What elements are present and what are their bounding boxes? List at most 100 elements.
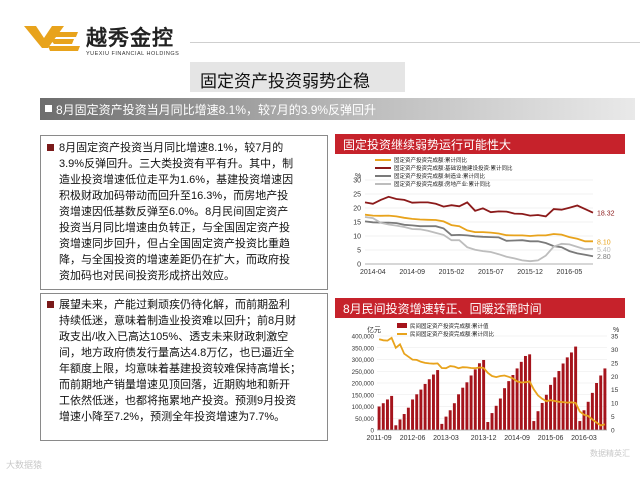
bar — [532, 421, 536, 430]
bar — [519, 361, 523, 430]
bar — [582, 410, 586, 430]
series-line-yoy — [378, 336, 606, 427]
x-tick-label: 2013-03 — [433, 435, 459, 442]
bar — [385, 399, 389, 430]
bar — [465, 382, 469, 430]
series-end-label: 18.32 — [597, 211, 615, 218]
y2-tick-label: 10 — [611, 401, 619, 408]
paragraph-line: 资增速同步回升，但占全国固定资产投资比重趋 — [59, 238, 290, 250]
paragraph-line: 3.9%反弹回升。三大类投资有平有升。其中，制 — [59, 158, 294, 170]
y-axis-unit: 亿元 — [367, 325, 381, 334]
y-tick-label: 25 — [353, 192, 361, 199]
series-line-1 — [364, 195, 594, 218]
bar — [603, 368, 607, 430]
page-title-box: 固定资产投资弱势企稳 — [190, 62, 405, 92]
paragraph-line: 增速小降至7.2%，预测全年投资增速为7.7%。 — [59, 411, 286, 423]
bar — [486, 422, 490, 430]
paragraph-2: 展望未来，产能过剩顽疾仍待化解，而前期盈利 持续低迷，意味着制造业投资难以回升；… — [47, 297, 301, 425]
bar — [406, 407, 410, 430]
bar — [461, 387, 465, 430]
bar — [574, 346, 578, 430]
bar — [477, 363, 481, 430]
brand-logo: 越秀金控 YUEXIU FINANCIAL HOLDINGS — [22, 22, 192, 62]
paragraph-line: 持续低迷，意味着制造业投资难以回升；前8月财 — [59, 315, 297, 327]
y-tick-label: 20 — [353, 206, 361, 213]
y-tick-label: 5 — [357, 248, 361, 255]
bar — [440, 423, 444, 430]
paragraph-line: 而前期地产销量增速见顶回落，近期购地和新开 — [59, 379, 290, 391]
chart1-fixed-investment: % 0 5 10 15 20 25 30 2014-04 2014-09 2015-02 2015-0… — [353, 156, 615, 276]
paragraph-box-2: 展望未来，产能过剩顽疾仍待化解，而前期盈利 持续低迷，意味着制造业投资难以回升；… — [40, 293, 328, 441]
bar — [561, 363, 565, 430]
bar — [398, 419, 402, 430]
bar — [590, 392, 594, 430]
y-tick-label: 0 — [371, 428, 375, 435]
bar — [427, 379, 431, 430]
brand-name-en: YUEXIU FINANCIAL HOLDINGS — [86, 51, 180, 57]
y2-tick-label: 25 — [611, 360, 619, 367]
paragraph-box-1: 8月固定资产投资当月同比增速8.1%，较7月的 3.9%反弹回升。三大类投资有平… — [40, 135, 328, 290]
paragraph-1: 8月固定资产投资当月同比增速8.1%，较7月的 3.9%反弹回升。三大类投资有平… — [47, 140, 293, 284]
y2-tick-label: 35 — [611, 334, 619, 341]
y-tick-label: 350,000 — [352, 345, 375, 352]
bar — [448, 410, 452, 430]
bar — [377, 406, 381, 430]
bar — [498, 398, 502, 430]
y-tick-label: 30 — [353, 178, 361, 185]
y-tick-label: 150,000 — [352, 392, 375, 399]
series-line-0 — [364, 213, 593, 243]
chart2-title: 8月民间投资增速转正、回暖还需时间 — [335, 298, 625, 318]
x-tick-label: 2015-06 — [538, 435, 564, 442]
brand-name-cn: 越秀金控 — [86, 27, 174, 50]
watermark-left: 大数据猿 — [6, 460, 43, 470]
bar — [544, 394, 548, 430]
y2-tick-label: 5 — [611, 414, 615, 421]
legend-label: 民间固定资产投资完成额:累计值 — [410, 322, 489, 330]
legend-label: 固定资产投资完成额:累计同比 — [394, 156, 468, 164]
bar — [511, 375, 515, 430]
legend-label: 固定资产投资完成额:制造业:累计同比 — [394, 172, 486, 180]
bar — [457, 394, 461, 430]
bar — [515, 368, 519, 430]
y2-tick-label: 15 — [611, 387, 619, 394]
paragraph-line: 政支出/收入已高达105%、透支未来财政刺激空 — [59, 331, 289, 343]
y-tick-label: 400,000 — [352, 334, 375, 341]
y2-tick-label: 30 — [611, 347, 619, 354]
bar — [523, 355, 527, 430]
paragraph-line: 降，与全国投资的增速差距仍在扩大，而政府投 — [59, 254, 290, 266]
series-end-label: 5.40 — [597, 247, 611, 254]
x-tick-label: 2014-04 — [360, 269, 386, 276]
x-tick-label: 2011-09 — [367, 435, 392, 442]
x-tick-label: 2016-03 — [571, 435, 597, 442]
bar — [473, 369, 477, 430]
bar — [528, 354, 532, 430]
bar — [381, 403, 385, 430]
y-tick-label: 100,000 — [352, 404, 375, 411]
y-tick-label: 250,000 — [352, 369, 375, 376]
y2-tick-label: 20 — [611, 374, 619, 381]
legend-label: 民间固定资产投资完成额:累计同比 — [410, 330, 495, 338]
bar — [578, 421, 582, 430]
bar — [565, 357, 569, 430]
bar — [444, 416, 448, 430]
y2-tick-label: 0 — [611, 428, 615, 435]
legend-label: 固定资产投资完成额:基础设施建设投资:累计同比 — [394, 164, 513, 172]
page-title: 固定资产投资弱势企稳 — [200, 72, 370, 91]
bar — [469, 375, 473, 430]
subheading-text: 8月固定资产投资当月同比增速8.1%，较7月的3.9%反弹回升 — [56, 103, 377, 117]
x-tick-label: 2015-07 — [478, 269, 504, 276]
legend-swatch — [397, 323, 407, 328]
bullet-square-icon — [45, 105, 52, 112]
bullet-square-icon — [47, 301, 54, 308]
paragraph-line: 年额度上限，均意味着基建投资较难保持高增长； — [59, 363, 301, 375]
yuexiu-logo-icon — [24, 26, 80, 51]
paragraph-line: 8月固定资产投资当月同比增速8.1%，较7月的 — [59, 142, 284, 154]
bar — [394, 425, 398, 430]
x-tick-label: 2015-02 — [439, 269, 465, 276]
bar — [557, 371, 561, 430]
paragraph-line: 投资当月同比增速由负转正，与全国固定资产投 — [59, 222, 290, 234]
bar — [540, 402, 544, 430]
paragraph-line: 造业投资增速低位走平为1.6%，基建投资增速因 — [59, 174, 294, 186]
bullet-square-icon — [47, 144, 54, 151]
bar — [390, 395, 394, 430]
